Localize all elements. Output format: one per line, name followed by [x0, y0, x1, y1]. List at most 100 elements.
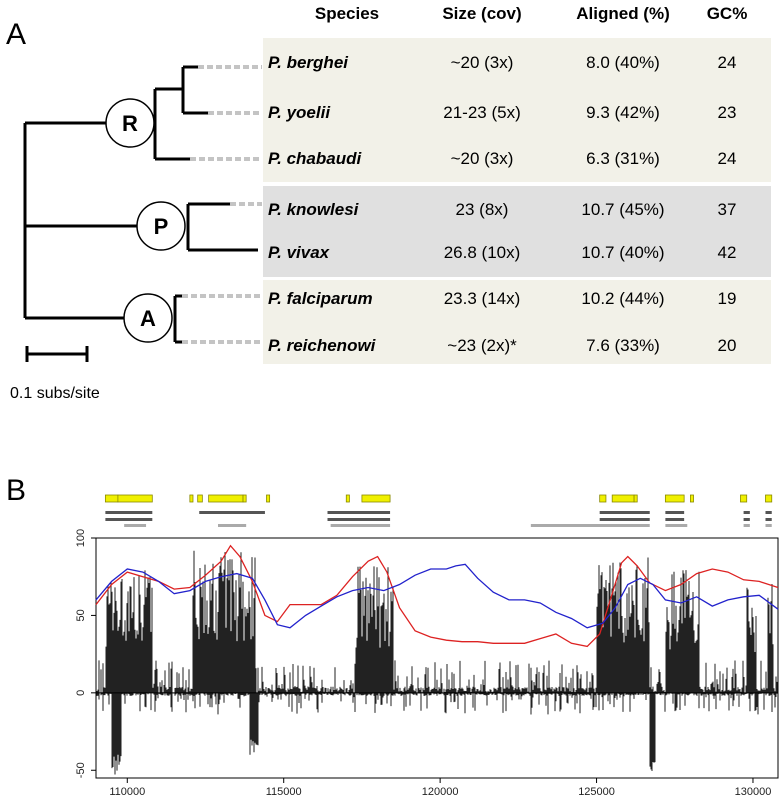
table-group-ape-bg	[263, 280, 771, 364]
x-tick-label: 125000	[578, 786, 615, 798]
gene-block	[664, 494, 685, 503]
gene-block	[104, 494, 119, 503]
gene-block	[345, 494, 350, 503]
table-header-gc: GC%	[707, 4, 748, 23]
transcript-bar	[743, 518, 750, 521]
size-cell: 26.8 (10x)	[444, 243, 521, 262]
x-tick-label: 130000	[735, 786, 772, 798]
gc-cell: 24	[718, 53, 737, 72]
tree-rodent-tips	[155, 65, 208, 161]
transcript-bar	[199, 511, 265, 514]
size-cell: 23.3 (14x)	[444, 289, 521, 308]
aligned-cell: 8.0 (40%)	[586, 53, 660, 72]
tree-ape-tips	[173, 294, 182, 344]
gene-block	[117, 494, 153, 503]
gene-block	[361, 494, 391, 503]
series-line-1	[95, 563, 779, 629]
scale-bar	[25, 346, 89, 362]
gc-cell: 20	[718, 336, 737, 355]
y-axis: 100 50 0 -50	[75, 529, 96, 778]
tree-node-r: R	[105, 98, 155, 148]
transcript-bar	[327, 511, 391, 514]
x-tick-label: 115000	[266, 786, 302, 798]
gc-cell: 37	[718, 200, 737, 219]
tree-dotted-leaders	[182, 65, 262, 344]
transcript-bar	[765, 511, 772, 514]
gene-block	[242, 494, 247, 503]
node-label: P	[154, 214, 169, 239]
x-tick-label: 110000	[109, 786, 145, 798]
table-header-size: Size (cov)	[442, 4, 521, 23]
species-name: P. berghei	[268, 53, 349, 72]
gene-block	[690, 494, 694, 503]
species-name: P. falciparum	[268, 289, 373, 308]
gc-cell: 23	[718, 103, 737, 122]
species-name: P. chabaudi	[268, 149, 362, 168]
transcript-bar	[105, 511, 153, 514]
table-row: P. falciparum 23.3 (14x) 10.2 (44%) 19	[268, 289, 736, 308]
panel-a-label: A	[6, 18, 26, 51]
conservation-bars	[96, 550, 778, 775]
gene-block	[740, 494, 748, 503]
table-row: P. berghei ~20 (3x) 8.0 (40%) 24	[268, 53, 736, 72]
gene-block	[599, 494, 607, 503]
aligned-cell: 10.7 (40%)	[581, 243, 664, 262]
node-circle	[136, 201, 186, 251]
y-tick-label: -50	[75, 762, 87, 778]
table-header-species: Species	[315, 4, 379, 23]
transcript-bar	[327, 518, 391, 521]
panel-b-label: B	[6, 474, 26, 507]
x-tick-label: 120000	[422, 786, 459, 798]
species-name: P. vivax	[268, 243, 331, 262]
table-row: P. yoelii 21-23 (5x) 9.3 (42%) 23	[268, 103, 736, 122]
est-bar	[124, 524, 147, 527]
est-bar	[218, 524, 247, 527]
gene-annotation-track	[104, 494, 773, 527]
table-group-rodent-bg	[263, 38, 771, 182]
tree-primate-tips	[186, 202, 258, 252]
node-label: R	[122, 111, 138, 136]
size-cell: ~23 (2x)*	[447, 336, 517, 355]
tree-node-p: P	[136, 201, 186, 251]
aligned-cell: 6.3 (31%)	[586, 149, 660, 168]
table-row: P. knowlesi 23 (8x) 10.7 (45%) 37	[268, 200, 736, 219]
size-cell: 23 (8x)	[456, 200, 509, 219]
x-axis: 110000 115000 120000 125000 130000	[109, 778, 771, 798]
table-header-aligned: Aligned (%)	[576, 4, 670, 23]
gene-block	[208, 494, 244, 503]
table-row: P. reichenowi ~23 (2x)* 7.6 (33%) 20	[268, 336, 736, 355]
est-bar	[330, 524, 391, 527]
aligned-cell: 7.6 (33%)	[586, 336, 660, 355]
aligned-cell: 9.3 (42%)	[586, 103, 660, 122]
transcript-bar	[665, 511, 685, 514]
transcript-bar	[599, 518, 650, 521]
gene-block	[765, 494, 773, 503]
species-name: P. reichenowi	[268, 336, 377, 355]
gc-cell: 19	[718, 289, 737, 308]
node-circle	[105, 98, 155, 148]
y-tick-label: 0	[75, 690, 87, 696]
est-bar	[665, 524, 688, 527]
table-group-primate-bg	[263, 186, 771, 277]
gc-cell: 24	[718, 149, 737, 168]
gc-cell: 42	[718, 243, 737, 262]
gene-block	[266, 494, 271, 503]
scale-bar-label: 0.1 subs/site	[10, 385, 100, 402]
est-bar	[765, 524, 772, 527]
gene-block	[197, 494, 203, 503]
est-bar	[743, 524, 750, 527]
size-cell: ~20 (3x)	[451, 149, 514, 168]
transcript-bar	[665, 518, 685, 521]
transcript-bar	[765, 518, 772, 521]
node-label: A	[140, 306, 156, 331]
aligned-cell: 10.2 (44%)	[581, 289, 664, 308]
est-bar	[530, 524, 650, 527]
gene-block	[633, 494, 638, 503]
size-cell: ~20 (3x)	[451, 53, 514, 72]
species-name: P. yoelii	[268, 103, 331, 122]
size-cell: 21-23 (5x)	[443, 103, 520, 122]
plot-frame	[95, 537, 779, 779]
gene-block	[611, 494, 635, 503]
gene-block	[189, 494, 194, 503]
